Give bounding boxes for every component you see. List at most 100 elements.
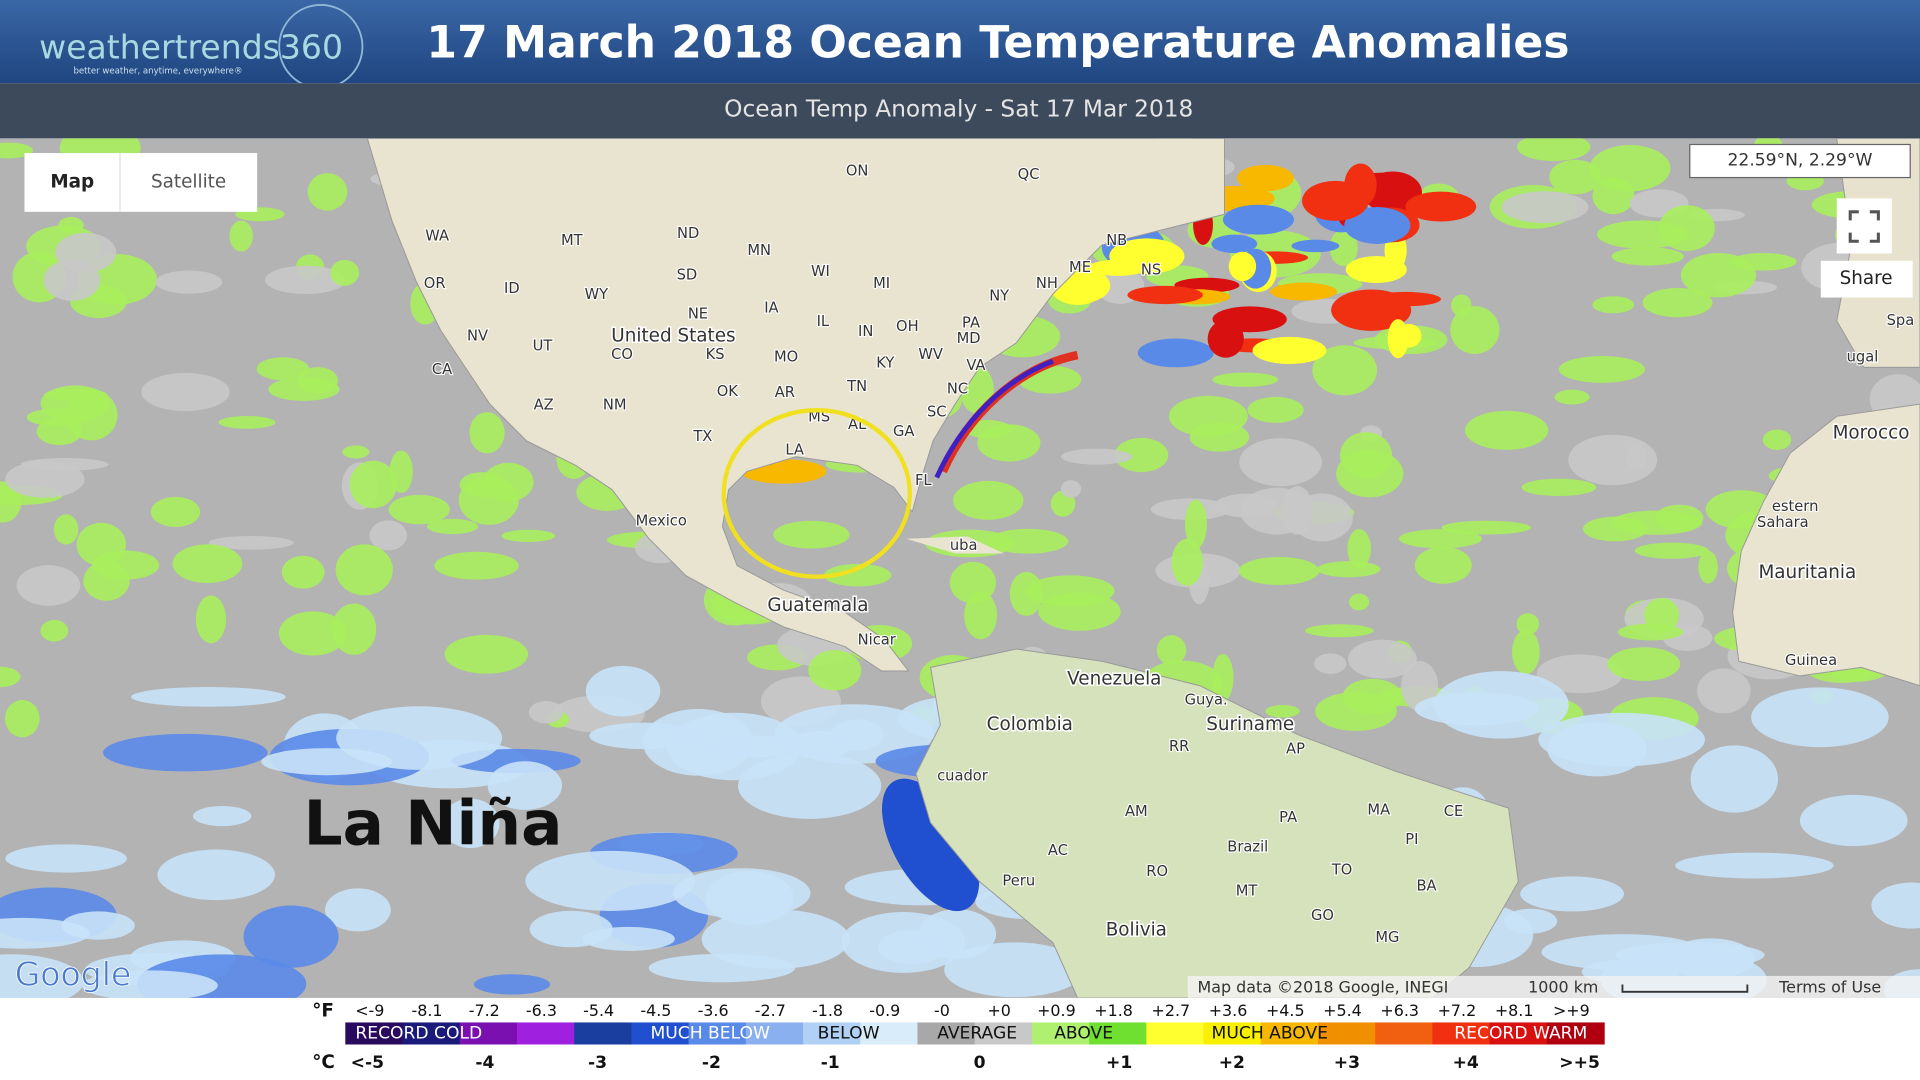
map-label: NE — [688, 306, 708, 323]
anomaly-blob — [1554, 389, 1590, 405]
anomaly-blob — [773, 520, 850, 549]
map-label: NC — [947, 380, 968, 397]
share-label[interactable]: Share — [1840, 268, 1893, 289]
map-label: Suriname — [1206, 714, 1294, 735]
anomaly-blob — [1558, 355, 1645, 383]
anomaly-blob — [1312, 345, 1378, 396]
f-label: +1.8 — [1094, 1001, 1133, 1020]
anomaly-blob — [987, 528, 1069, 554]
map-button[interactable]: Map — [50, 171, 94, 192]
map-label: MI — [873, 275, 890, 292]
c-label: -1 — [821, 1053, 840, 1073]
anomaly-blob — [1211, 234, 1258, 254]
anomaly-blob — [977, 424, 1041, 462]
c-label: <-5 — [351, 1053, 384, 1073]
anomaly-blob — [882, 778, 980, 912]
header-bar — [0, 0, 1920, 84]
map-label: QC — [1018, 166, 1040, 183]
map-label: ugal — [1847, 349, 1879, 366]
category-label: MUCH BELOW — [650, 1023, 770, 1043]
f-label: -5.4 — [583, 1001, 614, 1020]
anomaly-blob — [525, 850, 696, 912]
map-label: WA — [425, 227, 449, 244]
map-label: MA — [1367, 802, 1390, 819]
map-label: PI — [1405, 831, 1418, 848]
f-label: -4.5 — [640, 1001, 671, 1020]
map-label: Guya. — [1185, 691, 1228, 708]
anomaly-blob — [1291, 239, 1340, 253]
map-label: OH — [896, 318, 919, 335]
coordinates-box — [1689, 143, 1911, 179]
c-label: -3 — [588, 1053, 607, 1073]
anomaly-blob — [1536, 654, 1624, 694]
attribution: Map data ©2018 Google, INEGI — [1198, 978, 1449, 997]
anomaly-blob — [1611, 247, 1684, 266]
anomaly-blob — [1314, 653, 1347, 674]
gulf-stream-cold — [934, 358, 1054, 479]
f-label: +4.5 — [1266, 1001, 1305, 1020]
anomaly-blob — [1698, 550, 1718, 584]
anomaly-blob — [1582, 516, 1648, 542]
anomaly-blob — [1617, 623, 1683, 641]
anomaly-blob — [701, 909, 850, 969]
f-label: +0.9 — [1037, 1001, 1076, 1020]
terms-link[interactable]: Terms of Use — [1778, 978, 1881, 997]
map-label: MT — [1236, 882, 1259, 899]
map-label: TX — [692, 428, 712, 445]
f-label: -8.1 — [411, 1001, 442, 1020]
anomaly-blob — [1127, 285, 1203, 305]
satellite-button[interactable]: Satellite — [151, 171, 226, 192]
map-label: MD — [957, 330, 981, 347]
anomaly-blob — [434, 551, 519, 580]
f-label: +2.7 — [1152, 1001, 1191, 1020]
map-label: ME — [1069, 259, 1091, 276]
anomaly-blob — [243, 905, 339, 968]
map-label: AP — [1286, 740, 1305, 757]
anomaly-blob — [1347, 529, 1371, 569]
legend-swatch — [1146, 1022, 1205, 1045]
anomaly-blob — [1348, 593, 1370, 611]
anomaly-blob — [131, 687, 286, 707]
c-label: +3 — [1334, 1053, 1360, 1073]
anomaly-blob — [268, 377, 340, 401]
c-label: -2 — [702, 1053, 721, 1073]
map-label: Peru — [1002, 873, 1035, 890]
anomaly-blob — [281, 555, 325, 589]
f-label: +8.1 — [1495, 1001, 1534, 1020]
f-label: -7.2 — [469, 1001, 500, 1020]
anomaly-blob — [1212, 372, 1279, 387]
map-label: MT — [561, 232, 584, 249]
fullscreen-button[interactable] — [1836, 198, 1892, 254]
anomaly-blob — [469, 412, 505, 454]
anomaly-blob — [483, 462, 534, 502]
anomaly-blob — [0, 954, 84, 998]
map-type-control — [24, 153, 258, 212]
land-cuba — [906, 536, 1005, 554]
map-label: ON — [846, 162, 869, 179]
anomaly-blob — [1762, 429, 1792, 450]
anomaly-blob — [1549, 159, 1602, 195]
anomaly-blob — [1281, 485, 1314, 535]
map-label: PA — [962, 314, 980, 331]
anomaly-blob — [5, 844, 127, 873]
category-label: BELOW — [818, 1023, 880, 1043]
share-button[interactable] — [1820, 260, 1913, 298]
anomaly-blob — [1589, 145, 1671, 192]
anomaly-blob — [1239, 438, 1323, 487]
map-label: Sahara — [1757, 514, 1809, 531]
c-label: +1 — [1106, 1053, 1132, 1073]
map-label: TO — [1331, 862, 1353, 879]
map-label: Mexico — [636, 513, 687, 530]
f-label: +3.6 — [1209, 1001, 1248, 1020]
anomaly-blob — [1236, 164, 1294, 192]
anomaly-blob — [1344, 207, 1411, 244]
f-label: -3.6 — [698, 1001, 729, 1020]
anomaly-blob — [1347, 639, 1417, 679]
anomaly-blob — [1114, 437, 1169, 473]
anomaly-blob — [808, 650, 862, 691]
f-label: -2.7 — [755, 1001, 786, 1020]
anomaly-blob — [1038, 592, 1121, 631]
anomaly-blob — [1644, 597, 1680, 633]
anomaly-blob — [487, 761, 563, 810]
anomaly-blob — [0, 666, 21, 688]
